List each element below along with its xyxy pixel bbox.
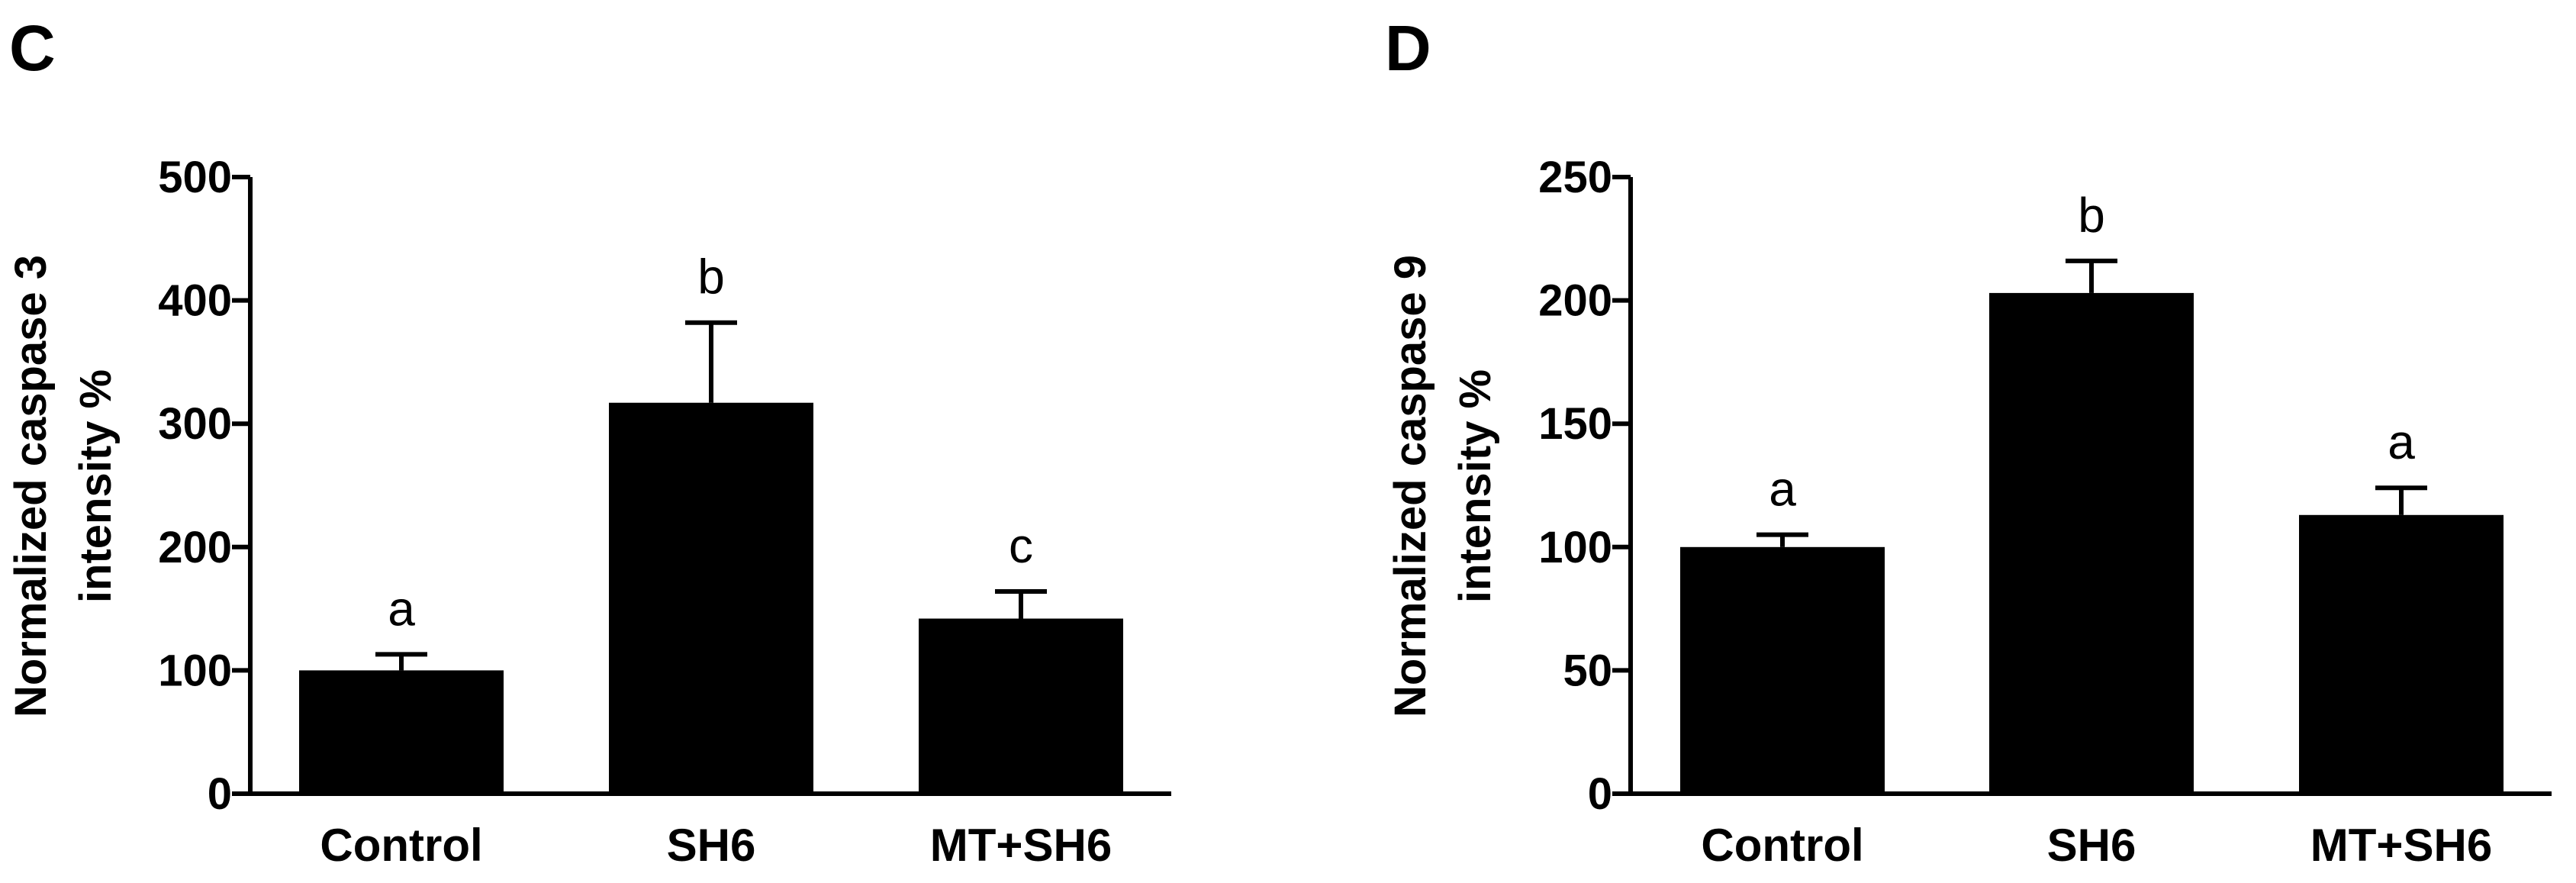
bar	[919, 618, 1123, 794]
x-tick-label: MT+SH6	[930, 820, 1112, 871]
y-tick-label: 250	[1538, 153, 1612, 202]
y-tick-label: 100	[158, 646, 232, 695]
bar	[609, 402, 813, 794]
significance-letter: a	[1769, 462, 1796, 517]
panel-c: C 0 100 200 300 400 500 Normalized caspase 3 int…	[6, 12, 1171, 871]
panel-label: D	[1385, 12, 1431, 84]
y-tick-label: 500	[158, 153, 232, 202]
significance-letter: a	[388, 581, 415, 636]
panel-d: D 0 50 100 150 200 250 Normalized caspase 9 inte…	[1385, 12, 2552, 871]
significance-letter: a	[2388, 414, 2415, 469]
y-tick-label: 0	[208, 769, 232, 819]
y-axis-title: Normalized caspase 9	[1386, 255, 1435, 717]
y-tick-label: 50	[1563, 646, 1612, 695]
y-tick-label: 100	[1538, 523, 1612, 572]
y-tick-label: 150	[1538, 399, 1612, 449]
significance-letter: c	[1009, 518, 1033, 573]
y-axis-title: intensity %	[1451, 369, 1500, 603]
y-tick-label: 400	[158, 276, 232, 326]
x-tick-label: Control	[320, 820, 482, 871]
y-tick-label: 300	[158, 399, 232, 449]
y-tick-label: 200	[1538, 276, 1612, 326]
panel-label: C	[9, 12, 56, 84]
y-axis-title: Normalized caspase 3	[6, 255, 56, 717]
bar	[1680, 546, 1885, 794]
x-tick-label: SH6	[2047, 820, 2136, 871]
y-tick-label: 0	[1588, 769, 1612, 819]
significance-letter: b	[2078, 188, 2105, 243]
significance-letter: b	[697, 250, 725, 305]
bar	[2299, 514, 2504, 794]
x-tick-label: Control	[1701, 820, 1863, 871]
bar	[1989, 292, 2194, 794]
bar	[299, 670, 504, 794]
y-tick-label: 200	[158, 523, 232, 572]
x-tick-label: SH6	[667, 820, 756, 871]
x-tick-label: MT+SH6	[2310, 820, 2492, 871]
y-axis-title: intensity %	[71, 369, 121, 603]
